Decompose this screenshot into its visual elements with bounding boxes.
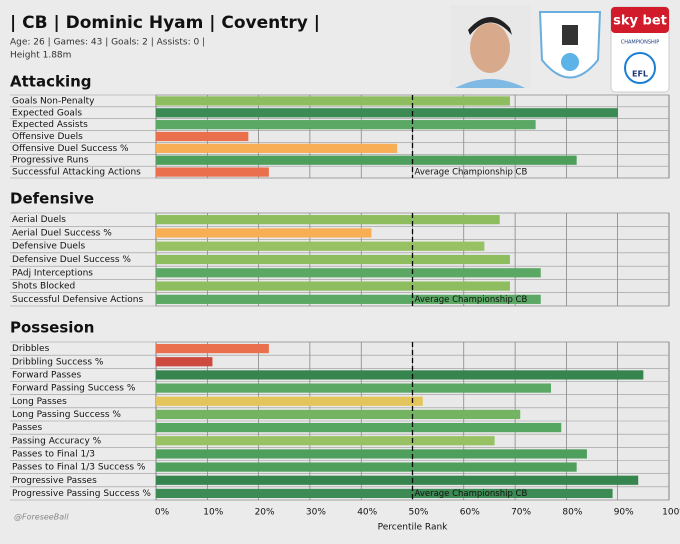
bar — [156, 241, 485, 251]
x-tick-label: 100% — [662, 508, 680, 518]
x-tick-label: 20% — [255, 508, 275, 518]
watermark: @ForeseeBall — [14, 513, 69, 522]
x-tick-label: 60% — [460, 508, 480, 518]
bar — [156, 268, 541, 278]
bar — [156, 254, 510, 265]
x-tick-label: 30% — [306, 508, 326, 518]
bar — [156, 422, 562, 433]
panel-title: Attacking — [10, 73, 92, 91]
reference-label: Average Championship CB — [415, 295, 528, 305]
sponsor-org: EFL — [632, 70, 648, 79]
category-label: Aerial Duel Success % — [12, 228, 112, 238]
category-label: PAdj Interceptions — [12, 268, 93, 278]
x-tick-label: 40% — [357, 508, 377, 518]
bar — [156, 155, 577, 165]
x-axis-label: Percentile Rank — [378, 523, 449, 533]
panel-title: Defensive — [10, 190, 94, 208]
bar — [156, 357, 213, 367]
category-label: Offensive Duel Success % — [12, 144, 129, 154]
club-crest — [538, 11, 602, 79]
page-title: | CB | Dominic Hyam | Coventry | — [10, 13, 320, 33]
bar — [156, 343, 269, 354]
bar — [156, 383, 552, 393]
category-label: Progressive Passes — [12, 476, 97, 486]
bar — [156, 370, 644, 380]
category-label: Aerial Duels — [12, 215, 66, 225]
bar — [156, 488, 613, 499]
bar — [156, 120, 536, 130]
x-tick-label: 80% — [562, 508, 582, 518]
category-label: Forward Passes — [12, 370, 82, 380]
category-label: Defensive Duel Success % — [12, 255, 131, 265]
bar — [156, 167, 269, 177]
category-label: Offensive Duels — [12, 132, 83, 142]
x-tick-label: 0% — [155, 508, 170, 518]
category-label: Passes — [12, 423, 42, 433]
category-label: Goals Non-Penalty — [12, 96, 95, 106]
category-label: Expected Assists — [12, 120, 88, 130]
player-photo — [450, 5, 530, 88]
bar — [156, 281, 510, 291]
player-meta: Age: 26 | Games: 43 | Goals: 2 | Assists… — [10, 38, 205, 48]
sponsor-league: CHAMPIONSHIP — [621, 40, 660, 46]
sponsor-logo: sky bet CHAMPIONSHIP EFL — [610, 6, 670, 93]
bar — [156, 228, 372, 238]
category-label: Passes to Final 1/3 — [12, 449, 95, 459]
category-label: Progressive Runs — [12, 156, 89, 166]
bar — [156, 396, 423, 406]
bar — [156, 131, 249, 142]
bar — [156, 294, 541, 304]
category-label: Long Passing Success % — [12, 410, 121, 420]
category-label: Passing Accuracy % — [12, 436, 102, 446]
reference-label: Average Championship CB — [415, 168, 528, 178]
panel-title: Possesion — [10, 319, 94, 337]
category-label: Successful Attacking Actions — [12, 168, 141, 178]
bar — [156, 462, 577, 472]
category-label: Dribbling Success % — [12, 357, 104, 367]
category-label: Dribbles — [12, 344, 50, 354]
reference-label: Average Championship CB — [415, 489, 528, 499]
bar — [156, 475, 639, 485]
bar — [156, 449, 587, 459]
bar — [156, 409, 521, 420]
x-tick-label: 70% — [511, 508, 531, 518]
category-label: Successful Defensive Actions — [12, 295, 143, 305]
bar — [156, 108, 618, 118]
bar — [156, 215, 500, 225]
category-label: Shots Blocked — [12, 282, 75, 292]
category-label: Passes to Final 1/3 Success % — [12, 463, 146, 473]
x-tick-label: 10% — [203, 508, 223, 518]
category-label: Defensive Duels — [12, 242, 85, 252]
bar — [156, 143, 398, 153]
bar — [156, 436, 495, 446]
category-label: Progressive Passing Success % — [12, 489, 151, 499]
x-tick-label: 50% — [408, 508, 428, 518]
sponsor-brand: sky bet — [613, 14, 667, 29]
player-height: Height 1.88m — [10, 51, 71, 61]
category-label: Expected Goals — [12, 108, 82, 118]
bar — [156, 96, 510, 106]
x-tick-label: 90% — [614, 508, 634, 518]
category-label: Forward Passing Success % — [12, 384, 136, 394]
category-label: Long Passes — [12, 397, 67, 407]
